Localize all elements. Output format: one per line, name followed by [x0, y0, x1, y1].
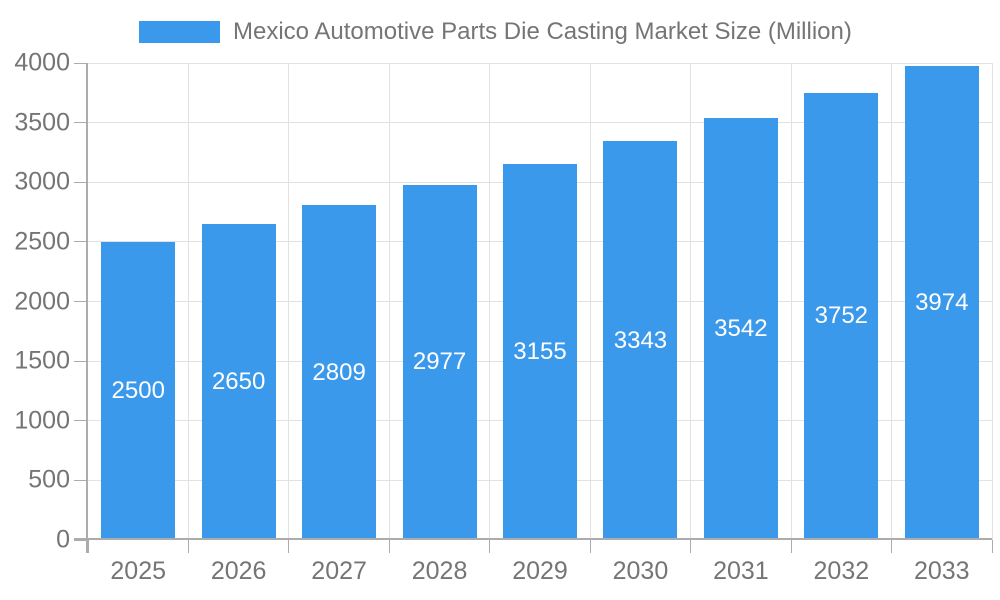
y-axis-tick: [74, 360, 88, 362]
y-axis-line: [86, 63, 88, 553]
gridline-horizontal: [88, 62, 992, 64]
y-axis-tick: [74, 122, 88, 124]
x-axis-tick: [790, 540, 792, 553]
gridline-vertical: [288, 63, 290, 540]
x-axis-label-2029: 2029: [512, 557, 568, 585]
gridline-vertical: [589, 63, 591, 540]
y-axis-label: 3500: [14, 108, 70, 137]
x-axis-tick: [187, 540, 189, 553]
bar-value-label: 3542: [714, 314, 768, 342]
x-axis-tick: [690, 540, 692, 553]
x-axis-label-2031: 2031: [713, 557, 769, 585]
legend-swatch-icon: [139, 21, 220, 43]
bar-value-label: 2650: [211, 367, 266, 395]
y-axis-tick: [74, 181, 88, 183]
y-axis-tick: [74, 420, 88, 422]
bar-2025[interactable]: 2500: [101, 241, 176, 540]
x-axis-line: [74, 538, 992, 540]
x-axis-label-2025: 2025: [110, 557, 167, 585]
y-axis-tick: [74, 301, 88, 302]
gridline-vertical: [891, 63, 893, 540]
y-axis-label: 1500: [14, 346, 70, 375]
bar-value-label: 3155: [513, 337, 567, 365]
y-axis-label: 3000: [14, 167, 70, 196]
legend-item[interactable]: Mexico Automotive Parts Die Casting Mark…: [139, 18, 852, 45]
y-axis-label: 2500: [14, 227, 70, 256]
y-axis-label: 2000: [14, 287, 70, 315]
x-axis-tick: [87, 540, 89, 553]
x-axis-tick: [489, 540, 491, 553]
bar-value-label: 2977: [412, 348, 467, 376]
bar-2029[interactable]: 3155: [503, 163, 577, 540]
x-axis-label-2026: 2026: [210, 557, 267, 585]
y-axis-label: 500: [28, 465, 70, 494]
bar-2030[interactable]: 3343: [603, 141, 678, 540]
x-axis-label-2030: 2030: [612, 557, 669, 585]
gridline-vertical: [991, 63, 993, 540]
bar-value-label: 3343: [613, 326, 668, 354]
x-axis-tick: [589, 540, 591, 553]
y-axis-label: 4000: [14, 48, 70, 77]
bar-value-label: 2809: [312, 358, 366, 386]
x-axis-tick: [288, 540, 290, 553]
bar-2032[interactable]: 3752: [804, 92, 879, 540]
bar-2028[interactable]: 2977: [402, 184, 477, 540]
y-axis-label: 0: [56, 525, 70, 554]
y-axis-tick: [74, 241, 88, 243]
bar-value-label: 3752: [814, 302, 869, 330]
x-axis-tick: [891, 540, 893, 553]
gridline-vertical: [388, 63, 390, 540]
y-axis-tick: [74, 539, 88, 541]
y-axis-tick: [74, 479, 88, 481]
gridline-vertical: [790, 63, 792, 540]
gridline-horizontal: [88, 122, 992, 124]
x-axis-tick: [991, 540, 993, 553]
y-axis-tick: [74, 62, 88, 64]
bar-value-label: 2500: [111, 376, 165, 404]
bar-2026[interactable]: 2650: [201, 223, 276, 540]
gridline-vertical: [690, 63, 692, 540]
bar-2033[interactable]: 3974: [904, 66, 979, 540]
x-axis-label-2033: 2033: [913, 557, 970, 585]
bar-2027[interactable]: 2809: [302, 205, 377, 540]
plot-area: 2500 2650 2809 2977 3155 3343 3542 3752 3974: [88, 62, 993, 540]
x-axis-label-2028: 2028: [411, 557, 468, 585]
bar-2031[interactable]: 3542: [703, 117, 778, 540]
x-axis-tick: [388, 540, 390, 553]
x-axis-label-2027: 2027: [311, 557, 367, 585]
x-axis-label-2032: 2032: [813, 557, 870, 585]
y-axis-label: 1000: [14, 406, 70, 435]
gridline-vertical: [489, 63, 491, 540]
bar-value-label: 3974: [915, 289, 969, 317]
gridline-vertical: [187, 63, 189, 540]
chart-title: Mexico Automotive Parts Die Casting Mark…: [233, 18, 852, 45]
